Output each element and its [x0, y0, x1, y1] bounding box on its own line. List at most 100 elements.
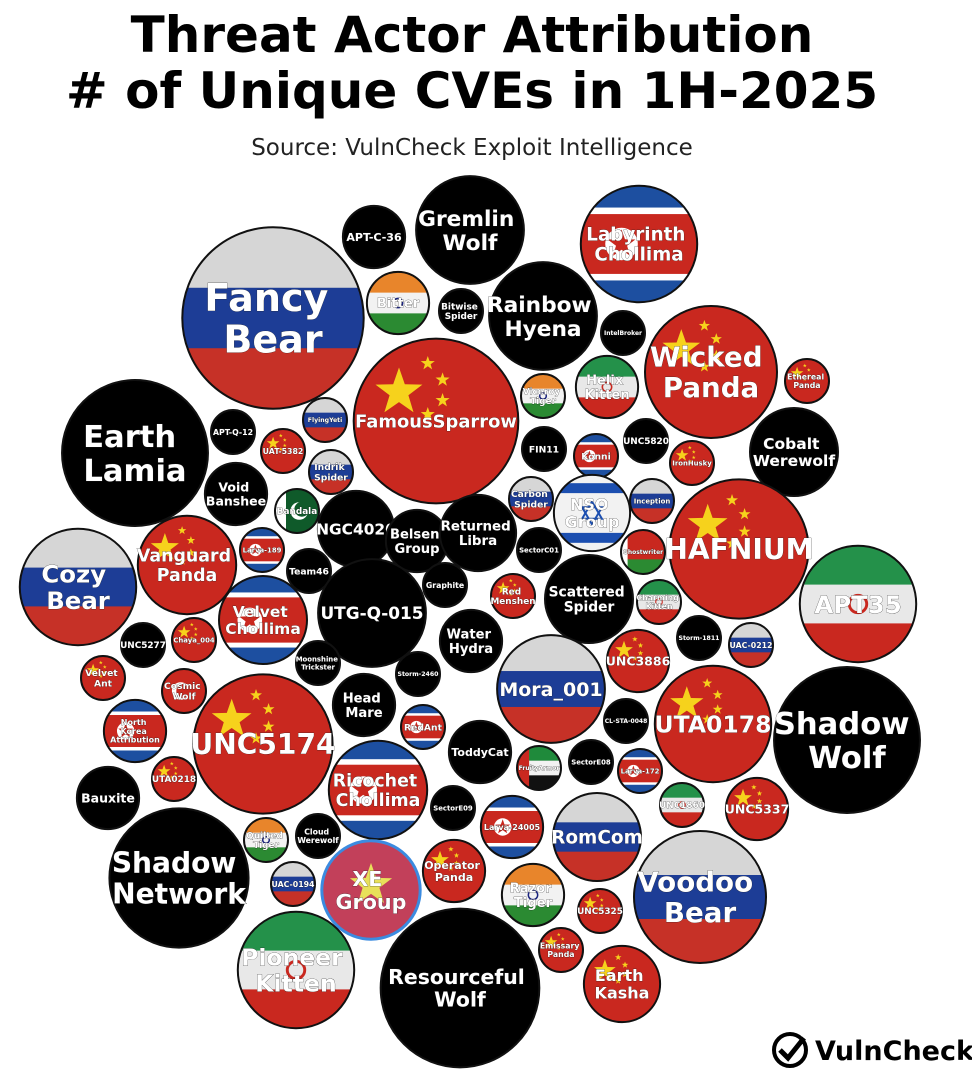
- bubble-label: Larva-189: [243, 547, 282, 555]
- bubble-flag: [553, 474, 631, 552]
- bubble-flag: [380, 908, 540, 1068]
- bubble-flag: [385, 509, 449, 573]
- bubble-label: Bauxite: [81, 791, 135, 806]
- bubble: [636, 579, 682, 625]
- bubble: [75, 765, 141, 831]
- bubble-label: SectorE09: [433, 805, 473, 813]
- bubble-label: Ethereal Panda: [787, 373, 827, 391]
- bubble: [724, 776, 790, 842]
- bubble-flag: [539, 928, 583, 972]
- bubble-flag: [121, 623, 165, 667]
- bubble-label: UNC5820: [623, 437, 669, 447]
- bubble-flag: [76, 766, 140, 830]
- bubble: [629, 478, 675, 524]
- bubble-label: Labyrinth Chollima: [586, 225, 691, 266]
- bubble: [243, 817, 289, 863]
- bubble: [668, 478, 810, 620]
- bubble-label: IntelBroker: [604, 330, 642, 337]
- bubble-flag: [342, 205, 406, 269]
- bubble-label: Cloud Werewolf: [297, 828, 339, 846]
- bubble: [653, 664, 773, 784]
- bubble: [773, 666, 921, 814]
- bubble-flag: [401, 705, 445, 749]
- bubble: [395, 651, 441, 697]
- bubble: [490, 573, 536, 619]
- bubble-label: ToddyCat: [451, 746, 508, 759]
- bubble-flag: [317, 490, 395, 568]
- bubble-flag: [439, 289, 483, 333]
- bubble-label: SectorC01: [519, 547, 559, 555]
- bubble-label: Operator Panda: [424, 859, 484, 884]
- bubble-label: Ghostwriter: [623, 549, 663, 556]
- bubble: [447, 719, 513, 785]
- bubble-flag: [204, 462, 268, 526]
- bubble: [617, 748, 663, 794]
- bubble: [239, 527, 285, 573]
- bubble: [379, 907, 541, 1069]
- bubble: [295, 640, 341, 686]
- bubble: [421, 838, 487, 904]
- bubble-flag: [287, 549, 331, 593]
- bubble: [605, 628, 671, 694]
- bubble: [270, 861, 316, 907]
- bubble: [430, 785, 476, 831]
- bubble: [728, 622, 774, 668]
- bubble: [18, 527, 138, 647]
- bubble-label: UNC1860: [659, 801, 705, 811]
- bubble: [521, 426, 567, 472]
- logo: VulnCheck: [772, 1032, 972, 1068]
- bubble: [798, 544, 918, 664]
- bubble-flag: [645, 306, 777, 438]
- bubble: [784, 358, 830, 404]
- bubble: [365, 270, 431, 336]
- bubble: [749, 407, 839, 497]
- bubble-label: XE Group: [336, 867, 407, 914]
- bubble: [308, 449, 354, 495]
- bubble: [210, 409, 256, 455]
- bubble-label: Larva-24005: [484, 823, 541, 832]
- bubble: [500, 862, 566, 928]
- bubble: [102, 698, 168, 764]
- chart-subtitle: Source: VulnCheck Exploit Intelligence: [251, 135, 693, 161]
- bubble-flag: [583, 945, 661, 1023]
- bubble-flag: [601, 311, 645, 355]
- bubble-flag: [332, 673, 396, 737]
- bubble-flag: [618, 749, 662, 793]
- bubble-flag: [109, 808, 249, 948]
- bubble-label: Red Menshen: [490, 587, 535, 607]
- bubble-flag: [606, 629, 670, 693]
- bubble-label: UNC5325: [577, 907, 623, 917]
- bubble: [579, 184, 699, 304]
- bubble-label: UNC5337: [725, 802, 790, 817]
- logo-text: VulnCheck: [815, 1036, 972, 1067]
- bubble: [181, 226, 365, 410]
- bubble: [415, 175, 525, 285]
- bubble: [603, 698, 649, 744]
- bubble-flag: [240, 528, 284, 572]
- bubble-label: North Korea Attribution: [110, 718, 160, 745]
- bubble-label: Rainbow Hyena: [487, 293, 599, 342]
- bubble-label: Earth Lamia: [83, 420, 187, 489]
- bubble-label: Scattered Spider: [549, 584, 630, 615]
- bubble: [274, 488, 320, 534]
- bubble-flag: [423, 563, 467, 607]
- bubble: [552, 792, 642, 882]
- bubble-flag: [654, 665, 772, 783]
- bubble-flag: [211, 410, 255, 454]
- bubble: [260, 428, 306, 474]
- bubble-label: Storm-2460: [398, 671, 440, 678]
- bubble-label: Earth Kasha: [595, 966, 650, 1003]
- bubble: [236, 910, 356, 1030]
- bubble-label: UNC5174: [190, 728, 335, 761]
- bubble-label: RedAnt: [404, 722, 443, 733]
- bubble-flag: [574, 434, 618, 478]
- bubble-flag: [624, 419, 668, 463]
- bubble-label: APT-C-36: [346, 231, 402, 244]
- bubble: [203, 461, 269, 527]
- bubble: [582, 944, 662, 1024]
- bubble-label: UTA0218: [152, 775, 196, 785]
- bubble: [317, 558, 427, 668]
- bubble: [568, 739, 614, 785]
- bubble-label: Void Banshee: [206, 480, 266, 509]
